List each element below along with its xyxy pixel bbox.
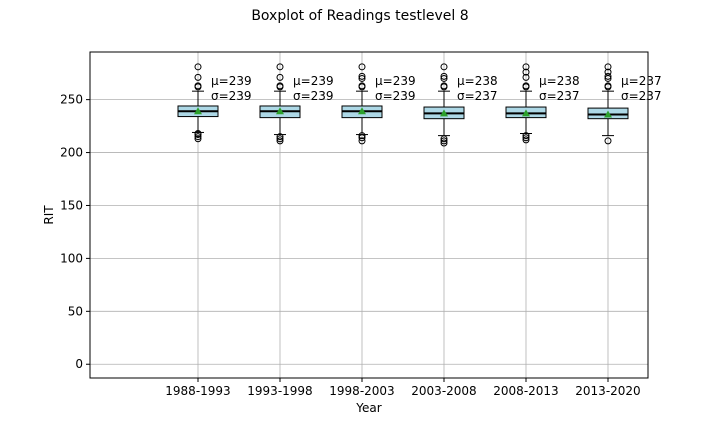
std-annotation: σ=239	[293, 89, 334, 103]
x-axis-label: Year	[355, 401, 381, 415]
std-annotation: σ=237	[621, 89, 662, 103]
mean-annotation: μ=238	[539, 74, 580, 88]
mean-annotation: μ=237	[621, 74, 662, 88]
outlier-point	[440, 82, 448, 90]
std-annotation: σ=237	[539, 89, 580, 103]
outlier-point	[440, 74, 448, 82]
chart-title: Boxplot of Readings testlevel 8	[251, 8, 468, 24]
outlier-point	[276, 137, 284, 145]
std-annotation: σ=237	[457, 89, 498, 103]
outlier-point	[276, 82, 284, 90]
outlier-point	[358, 63, 366, 71]
outlier-point	[194, 133, 202, 141]
mean-marker	[440, 109, 448, 117]
outlier-point	[194, 130, 202, 137]
outlier-point	[194, 73, 202, 81]
outlier-point	[522, 82, 530, 90]
outlier-point	[522, 134, 530, 142]
mean-annotation: μ=239	[211, 74, 252, 88]
x-tick-label: 1988-1993	[165, 384, 230, 398]
mean-annotation: μ=239	[293, 74, 334, 88]
outlier-point	[522, 136, 530, 144]
outlier-point	[194, 135, 202, 143]
y-tick-label: 150	[60, 198, 83, 212]
outlier-point	[276, 73, 284, 81]
outlier-point	[440, 135, 448, 143]
mean-marker	[194, 107, 202, 115]
x-tick-label: 2008-2013	[493, 384, 558, 398]
outlier-point	[440, 139, 448, 147]
plot-area-frame	[89, 51, 649, 379]
std-annotation: σ=239	[375, 89, 416, 103]
y-tick-label: 0	[75, 357, 83, 371]
outlier-point	[194, 63, 202, 71]
x-tick-label: 2003-2008	[411, 384, 476, 398]
mean-marker	[358, 107, 366, 115]
outlier-point	[440, 72, 448, 80]
outlier-point	[604, 68, 612, 76]
y-axis-label: RIT	[42, 205, 56, 225]
outlier-point	[358, 134, 366, 142]
outlier-point	[194, 82, 202, 90]
mean-marker	[276, 107, 284, 115]
outlier-point	[604, 63, 612, 71]
outlier-point	[604, 72, 612, 80]
outlier-point	[522, 73, 530, 81]
outlier-point	[604, 137, 612, 145]
box-series: μ=239σ=239μ=239σ=239μ=239σ=239μ=238σ=237…	[177, 63, 662, 147]
y-tick-label: 250	[60, 93, 83, 107]
mean-annotation: μ=238	[457, 74, 498, 88]
outlier-point	[358, 82, 366, 90]
outlier-point	[522, 132, 530, 140]
mean-marker	[604, 110, 612, 118]
y-tick-label: 200	[60, 146, 83, 160]
outlier-point	[440, 137, 448, 145]
outlier-point	[276, 133, 284, 141]
std-annotation: σ=239	[211, 89, 252, 103]
x-tick-label: 2013-2020	[575, 384, 640, 398]
outlier-point	[522, 63, 530, 71]
outlier-point	[358, 74, 366, 82]
outlier-point	[440, 63, 448, 71]
outlier-point	[604, 82, 612, 90]
outlier-point	[276, 63, 284, 71]
y-tick-label: 100	[60, 251, 83, 265]
outlier-point	[522, 68, 530, 76]
outlier-point	[276, 135, 284, 143]
x-tick-label: 1993-1998	[247, 384, 312, 398]
outlier-point	[358, 132, 366, 140]
outlier-point	[358, 72, 366, 80]
outlier-point	[358, 137, 366, 145]
mean-marker	[522, 109, 530, 117]
x-tick-label: 1998-2003	[329, 384, 394, 398]
axis-ticks: 0 50 100 150 200 250 1988-1993 1993-1998 1998-20…	[60, 93, 641, 398]
y-tick-label: 50	[68, 304, 83, 318]
mean-annotation: μ=239	[375, 74, 416, 88]
